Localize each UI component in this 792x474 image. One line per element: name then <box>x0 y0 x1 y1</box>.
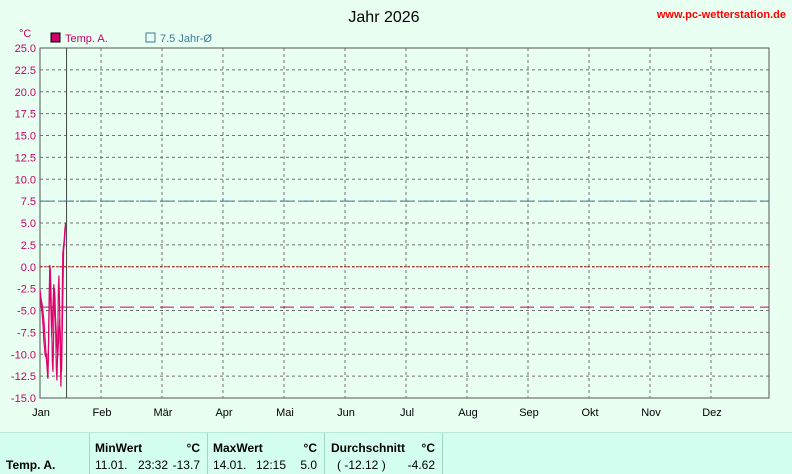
min-time: 23:32 <box>138 458 169 472</box>
temperature-chart: Jahr 2026 www.pc-wetterstation.de °C Tem… <box>11 9 786 419</box>
max-header: MaxWert <box>213 441 263 455</box>
x-tick-label: Nov <box>641 407 661 419</box>
x-tick-label: Aug <box>458 407 478 419</box>
max-value: 5.0 <box>300 458 317 472</box>
legend-label-avg: 7.5 Jahr-Ø <box>160 33 212 45</box>
y-tick-label: 0.0 <box>21 262 36 274</box>
y-tick-label: -15.0 <box>11 393 36 405</box>
statistics-bar: Temp. A. MinWert °C 11.01. 23:32 -13.7 M… <box>0 432 792 474</box>
series-line <box>39 226 67 379</box>
x-tick-label: Jul <box>400 407 414 419</box>
watermark-link[interactable]: www.pc-wetterstation.de <box>656 9 786 21</box>
y-tick-label: 15.0 <box>15 131 36 143</box>
y-tick-labels: 25.0 22.5 20.0 17.5 15.0 12.5 10.0 7.5 5.0 2.5 0.0… <box>11 43 36 405</box>
legend-swatch-avg <box>145 32 156 43</box>
x-tick-label: Mai <box>276 407 294 419</box>
y-tick-label: 10.0 <box>15 174 36 186</box>
stats-min-cell: MinWert °C 11.01. 23:32 -13.7 <box>89 433 208 474</box>
y-axis-unit: °C <box>19 28 31 40</box>
avg-unit: °C <box>421 441 435 455</box>
y-tick-label: 2.5 <box>21 240 36 252</box>
stats-avg-cell: Durchschnitt °C ( -12.12 ) -4.62 <box>324 433 443 474</box>
avg-header: Durchschnitt <box>331 441 406 455</box>
min-value: -13.7 <box>172 458 200 472</box>
y-tick-label: -12.5 <box>11 371 36 383</box>
x-tick-label: Okt <box>581 407 598 419</box>
legend-swatch-temp <box>50 32 61 43</box>
y-tick-label: 12.5 <box>15 152 36 164</box>
avg-reference: ( -12.12 ) <box>337 458 386 472</box>
min-date: 11.01. <box>95 458 128 472</box>
max-time: 12:15 <box>256 458 287 472</box>
data-series <box>39 222 67 387</box>
y-tick-label: -2.5 <box>17 284 36 296</box>
legend-label-temp: Temp. A. <box>65 33 108 45</box>
stats-row-label: Temp. A. <box>6 458 56 472</box>
max-date: 14.01. <box>213 458 247 472</box>
y-tick-label: -7.5 <box>17 327 36 339</box>
x-tick-labels: Jan Feb Mär Apr Mai Jun Jul Aug Sep Okt Nov Dez <box>32 407 722 419</box>
grid <box>40 48 769 398</box>
chart-title: Jahr 2026 <box>348 9 419 26</box>
x-tick-label: Jan <box>32 407 50 419</box>
reference-lines <box>40 200 769 308</box>
min-unit: °C <box>186 441 200 455</box>
y-tick-label: -5.0 <box>17 306 36 318</box>
y-tick-label: -10.0 <box>11 349 36 361</box>
min-header: MinWert <box>95 441 143 455</box>
x-tick-label: Apr <box>215 407 232 419</box>
y-tick-label: 20.0 <box>15 87 36 99</box>
max-unit: °C <box>303 441 317 455</box>
x-tick-label: Sep <box>519 407 539 419</box>
x-tick-label: Jun <box>337 407 355 419</box>
y-tick-label: 17.5 <box>15 109 36 121</box>
x-tick-label: Feb <box>93 407 112 419</box>
x-tick-label: Mär <box>154 407 173 419</box>
stats-max-cell: MaxWert °C 14.01. 12:15 5.0 <box>207 433 325 474</box>
y-tick-label: 5.0 <box>21 218 36 230</box>
y-tick-label: 7.5 <box>21 196 36 208</box>
x-tick-label: Dez <box>702 407 722 419</box>
avg-value: -4.62 <box>407 458 435 472</box>
series-line <box>39 222 67 387</box>
y-tick-label: 22.5 <box>15 65 36 77</box>
y-tick-label: 25.0 <box>15 43 36 55</box>
